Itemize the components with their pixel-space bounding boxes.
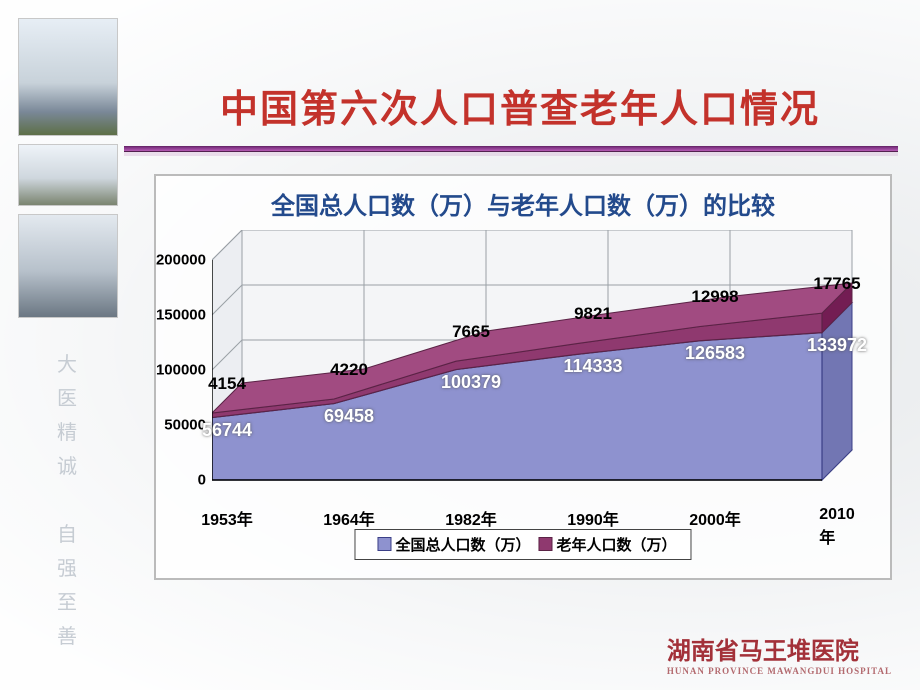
photo-thumb (18, 144, 118, 206)
page-title: 中国第六次人口普查老年人口情况 (160, 78, 880, 133)
photo-thumb (18, 214, 118, 318)
motto-text: 大医精诚 自强至善 (18, 348, 116, 654)
value-label-elderly: 9821 (574, 304, 612, 324)
x-tick: 1964年 (323, 506, 375, 530)
value-label-elderly: 4220 (330, 360, 368, 380)
comparison-chart: 全国总人口数（万）与老年人口数（万）的比较 0 50000 100000 150000… (154, 174, 892, 580)
y-tick: 100000 (156, 362, 206, 379)
plot-area (212, 260, 852, 480)
legend-swatch (377, 537, 391, 551)
x-tick: 1982年 (445, 506, 497, 530)
slide: 大医精诚 自强至善 中国第六次人口普查老年人口情况 全国总人口数（万）与老年人口… (0, 0, 920, 690)
motto-char: 精 (18, 416, 116, 450)
x-tick: 1990年 (567, 506, 619, 530)
motto-char: 至 (18, 586, 116, 620)
y-axis: 050000100000150000200000 (156, 260, 210, 492)
legend-label: 老年人口数（万） (557, 537, 677, 554)
value-label-elderly: 12998 (691, 287, 738, 307)
y-tick: 50000 (164, 417, 206, 434)
y-tick: 0 (198, 472, 206, 489)
chart-svg (212, 230, 882, 492)
motto-char (18, 484, 116, 518)
value-label-total: 100379 (441, 372, 501, 393)
photo-thumb (18, 18, 118, 136)
value-label-total: 56744 (202, 420, 252, 441)
motto-char: 医 (18, 382, 116, 416)
value-label-total: 114333 (563, 356, 622, 377)
hospital-logo: 湖南省马王堆医院 HUNAN PROVINCE MAWANGDUI HOSPIT… (667, 631, 892, 676)
x-tick: 1953年 (201, 506, 253, 530)
logo-text: 湖南省马王堆医院 (667, 639, 859, 665)
motto-char: 强 (18, 552, 116, 586)
value-label-elderly: 4154 (208, 374, 246, 394)
x-tick: 2000年 (689, 506, 741, 530)
x-tick: 2010年 (819, 506, 855, 548)
title-underline (124, 146, 898, 152)
chart-title: 全国总人口数（万）与老年人口数（万）的比较 (156, 176, 890, 221)
value-label-elderly: 7665 (452, 322, 490, 342)
motto-char: 诚 (18, 450, 116, 484)
legend-label: 全国总人口数（万） (395, 537, 530, 554)
x-axis: 1953年1964年1982年1990年2000年2010年 (212, 506, 852, 528)
value-label-elderly: 17765 (813, 274, 860, 294)
chart-legend: 全国总人口数（万） 老年人口数（万） (354, 529, 691, 560)
value-label-total: 69458 (324, 406, 374, 427)
y-tick: 150000 (156, 307, 206, 324)
title-label: 中国第六次人口普查老年人口情况 (220, 89, 820, 131)
logo-subtext: HUNAN PROVINCE MAWANGDUI HOSPITAL (667, 666, 892, 676)
legend-swatch (539, 537, 553, 551)
value-label-total: 133972 (807, 335, 867, 356)
left-column: 大医精诚 自强至善 (18, 18, 116, 664)
value-label-total: 126583 (685, 343, 745, 364)
motto-char: 善 (18, 620, 116, 654)
y-tick: 200000 (156, 252, 206, 269)
motto-char: 自 (18, 518, 116, 552)
motto-char: 大 (18, 348, 116, 382)
